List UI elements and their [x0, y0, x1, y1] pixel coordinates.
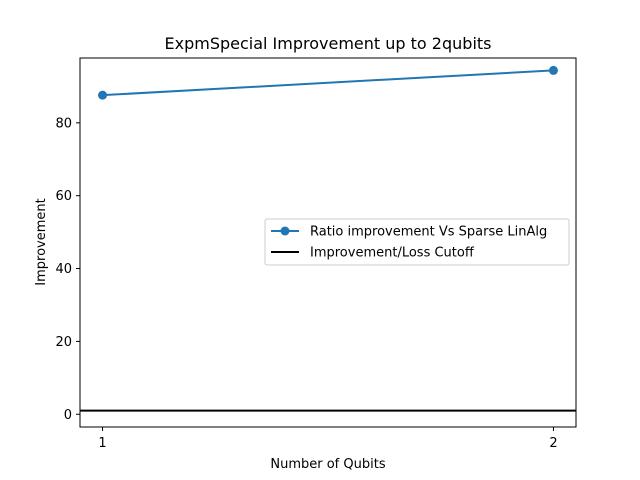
series-points [98, 65, 558, 100]
legend-label-ratio-improvement: Ratio improvement Vs Sparse LinAlg [310, 225, 547, 240]
data-point [548, 65, 558, 75]
x-tick-label: 2 [549, 436, 557, 451]
y-tick-label: 0 [64, 408, 72, 423]
plot-frame [79, 57, 577, 428]
legend-box [264, 218, 570, 266]
legend-marker-ratio-improvement [280, 226, 290, 236]
y-tick-label: 20 [55, 335, 72, 350]
legend: Ratio improvement Vs Sparse LinAlg Impro… [264, 218, 570, 266]
legend-label-cutoff: Improvement/Loss Cutoff [310, 246, 475, 261]
y-axis-label: Improvement [34, 198, 49, 285]
y-tick-label: 60 [55, 189, 72, 204]
y-axis: 0 20 40 60 80 [55, 116, 80, 423]
series-line-ratio-improvement [102, 69, 554, 97]
data-point [98, 90, 108, 100]
y-tick-label: 80 [55, 116, 72, 131]
x-tick-label: 1 [98, 436, 106, 451]
y-tick-label: 40 [55, 262, 72, 277]
chart-title: ExpmSpecial Improvement up to 2qubits [165, 34, 492, 53]
x-axis-label: Number of Qubits [270, 457, 385, 472]
